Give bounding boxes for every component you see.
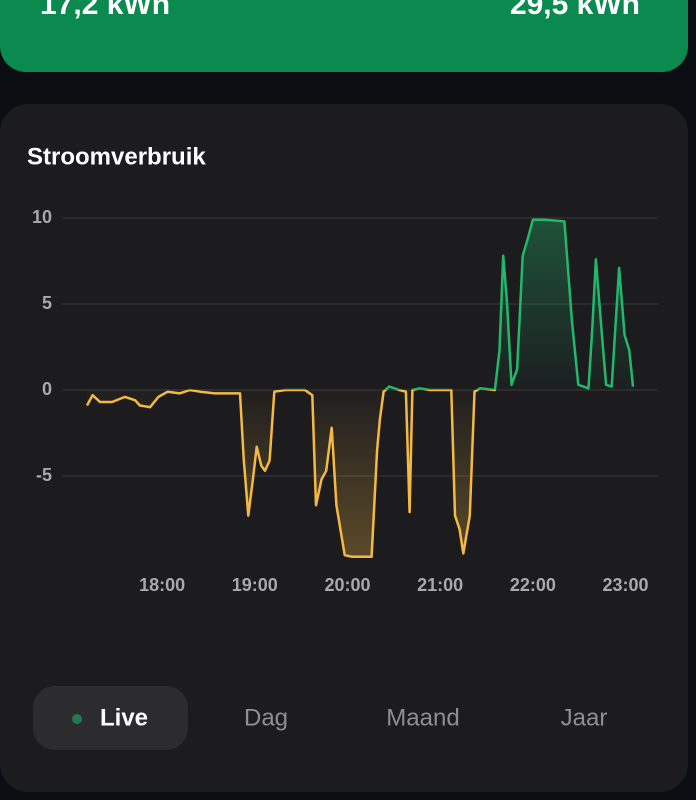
y-tick-label: 0 xyxy=(42,379,52,399)
y-tick-label: 10 xyxy=(32,207,52,227)
line xyxy=(85,218,635,559)
area xyxy=(87,219,633,557)
summary-right: 29,5 kWh xyxy=(510,0,640,21)
y-tick-label: -5 xyxy=(36,465,52,485)
summary-card xyxy=(0,0,688,72)
tab[interactable]: Live xyxy=(100,704,148,731)
y-tick-label: 5 xyxy=(42,293,52,313)
live-dot xyxy=(72,714,82,724)
summary-left: 17,2 kWh xyxy=(40,0,170,21)
x-tick-label: 19:00 xyxy=(232,575,278,595)
tab[interactable]: Maand xyxy=(386,704,459,731)
x-tick-label: 22:00 xyxy=(510,575,556,595)
tab[interactable]: Dag xyxy=(244,704,288,731)
chart: -5 0 5 10 18:00 19:00 20:00 21:00 22:00 23:00 xyxy=(32,207,658,595)
x-tick-label: 20:00 xyxy=(324,575,370,595)
x-tick-label: 23:00 xyxy=(603,575,649,595)
chart-title: Stroomverbruik xyxy=(27,143,206,170)
x-tick-label: 18:00 xyxy=(139,575,185,595)
tab-active-bg xyxy=(33,686,188,750)
x-tick-label: 21:00 xyxy=(417,575,463,595)
tab[interactable]: Jaar xyxy=(561,704,608,731)
